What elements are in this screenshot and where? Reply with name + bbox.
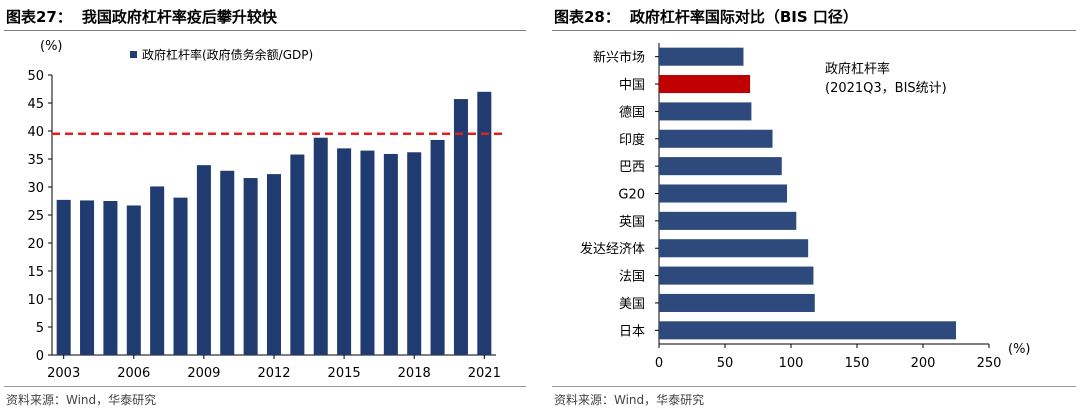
figure-28-bottom-rule — [552, 386, 1076, 387]
bar-中国 — [659, 75, 751, 94]
y-tick-label: G20 — [618, 188, 645, 203]
x-tick-label: 2015 — [328, 366, 361, 381]
y-tick-label: 德国 — [619, 105, 645, 120]
bar-2021 — [477, 91, 492, 356]
bar-2006 — [126, 205, 141, 355]
bar-G20 — [659, 184, 788, 203]
bar-发达经济体 — [659, 239, 809, 258]
y-tick-label: 英国 — [619, 215, 645, 230]
bar-2009 — [196, 165, 211, 355]
x-tick-label: 2006 — [117, 366, 150, 381]
figure-28-title: 图表28： 政府杠杆率国际对比（BIS 口径） — [554, 6, 858, 27]
y-tick-label: 15 — [27, 265, 44, 280]
x-tick-label: 0 — [655, 356, 663, 371]
x-tick-label: 100 — [779, 356, 804, 371]
bar-2011 — [243, 178, 258, 355]
bar-英国 — [659, 211, 797, 230]
figure-28-title-text: 政府杠杆率国际对比（BIS 口径） — [629, 8, 858, 26]
figure-27-bottom-rule — [4, 386, 526, 387]
y-tick-label: 新兴市场 — [593, 50, 645, 66]
bar-2004 — [80, 200, 95, 355]
y-tick-label: 45 — [27, 97, 44, 112]
x-tick-label: 2012 — [257, 366, 290, 381]
y-tick-label: 40 — [27, 125, 44, 140]
bar-2010 — [220, 170, 235, 355]
bar-2012 — [266, 174, 282, 355]
bar-法国 — [659, 266, 814, 285]
bar-印度 — [659, 129, 773, 148]
figure-27-panel: 图表27： 我国政府杠杆率疫后攀升较快 (%) 政府杠杆率(政府债务余额/GDP) 0… — [0, 0, 530, 410]
x-tick-label: 2018 — [398, 366, 431, 381]
y-tick-label: 35 — [27, 153, 44, 168]
bar-2005 — [103, 201, 118, 355]
figure-28-number: 图表28： — [554, 8, 620, 26]
y-tick-label: 法国 — [619, 270, 645, 285]
bar-美国 — [659, 293, 815, 312]
x-tick-label: 50 — [717, 356, 734, 371]
bar-2015 — [337, 148, 352, 355]
annotation-line-2: (2021Q3，BIS统计) — [825, 81, 947, 96]
bar-2008 — [173, 197, 188, 355]
figure-27-title-text: 我国政府杠杆率疫后攀升较快 — [81, 8, 277, 26]
bar-巴西 — [659, 157, 782, 176]
y-tick-label: 0 — [36, 349, 44, 364]
bar-2007 — [150, 186, 165, 355]
bar-日本 — [659, 321, 956, 340]
bar-德国 — [659, 102, 752, 121]
y-tick-label: 20 — [27, 237, 44, 252]
bar-2014 — [313, 137, 328, 355]
x-tick-label: 150 — [845, 356, 870, 371]
legend-swatch — [130, 51, 137, 58]
y-tick-label: 中国 — [619, 78, 645, 93]
y-tick-label: 50 — [27, 69, 44, 84]
x-tick-label: 2003 — [47, 366, 80, 381]
y-tick-label: 10 — [27, 293, 44, 308]
y-tick-label: 30 — [27, 181, 44, 196]
y-tick-label: 美国 — [619, 297, 645, 312]
figure-27-title-rule — [4, 30, 526, 31]
figure-27-number: 图表27： — [6, 8, 72, 26]
figure-28-source: 资料来源：Wind，华泰研究 — [554, 393, 705, 407]
x-unit-label: (%) — [1008, 342, 1031, 357]
bar-2017 — [383, 153, 398, 355]
bar-2016 — [360, 150, 375, 355]
y-tick-label: 印度 — [619, 132, 645, 148]
figure-28-title-rule — [552, 30, 1076, 31]
x-tick-label: 250 — [977, 356, 1002, 371]
bar-新兴市场 — [659, 47, 744, 66]
y-tick-label: 发达经济体 — [580, 241, 645, 257]
y-tick-label: 5 — [36, 321, 44, 336]
y-tick-label: 巴西 — [619, 160, 645, 175]
gov-leverage-bar-chart: (%) 政府杠杆率(政府债务余额/GDP) 0 5 10 15 20 25 30 35 40 45 50… — [27, 39, 504, 381]
legend-label: 政府杠杆率(政府债务余额/GDP) — [142, 47, 313, 62]
bar-2003 — [56, 199, 71, 355]
figure-28-panel: 图表28： 政府杠杆率国际对比（BIS 口径） 0 50 100 150 200 250 (%… — [548, 0, 1080, 410]
x-tick-label: 200 — [911, 356, 936, 371]
y-tick-label: 日本 — [619, 324, 645, 339]
figure-27-title: 图表27： 我国政府杠杆率疫后攀升较快 — [6, 6, 277, 27]
y-tick-label: 25 — [27, 209, 44, 224]
bar-2013 — [290, 154, 305, 355]
annotation-line-1: 政府杠杆率 — [825, 61, 890, 77]
figure-27-source: 资料来源：Wind，华泰研究 — [6, 393, 157, 407]
x-tick-label: 2009 — [187, 366, 220, 381]
bar-2020 — [453, 99, 468, 355]
x-tick-label: 2021 — [468, 366, 501, 381]
bar-2018 — [407, 152, 422, 355]
y-unit-label: (%) — [40, 39, 63, 54]
bar-2019 — [430, 139, 445, 355]
